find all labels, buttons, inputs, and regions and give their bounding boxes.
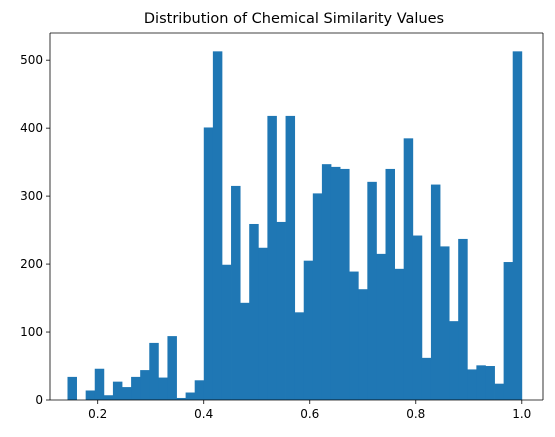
histogram-bar [394, 268, 405, 400]
x-tick-label: 1.0 [512, 407, 531, 421]
y-tick-label: 200 [20, 257, 43, 271]
histogram-bar [467, 369, 477, 400]
histogram-bar [376, 253, 386, 400]
histogram-bar [267, 115, 277, 400]
histogram-bar [231, 185, 241, 400]
histogram-bar [449, 321, 459, 400]
histogram-bar [303, 260, 314, 400]
histogram-bar [312, 193, 323, 400]
ticks-layer: 0.2 0.4 0.6 0.8 1.0 0 100 200 300 400 500 [20, 53, 531, 421]
histogram-bar [294, 312, 305, 400]
y-tick-label: 500 [20, 53, 43, 67]
histogram-bar [140, 370, 150, 400]
x-tick-label: 0.8 [406, 407, 425, 421]
histogram-bar [458, 238, 468, 400]
histogram-bar [421, 357, 432, 400]
x-tick-label: 0.2 [88, 407, 107, 421]
histogram-bar [503, 262, 514, 400]
histogram-bar [85, 390, 96, 400]
histogram-bar [221, 264, 232, 400]
histogram-bar [412, 235, 423, 400]
histogram-bar [212, 51, 223, 400]
histogram-bar [167, 336, 177, 400]
histogram-bar [430, 184, 441, 400]
histogram-bar [112, 381, 123, 400]
histogram-bar [358, 289, 368, 400]
histogram-bar [330, 166, 341, 400]
y-tick-label: 400 [20, 121, 43, 135]
axes-layer [49, 32, 544, 401]
histogram-bar [67, 376, 77, 400]
histogram-bar [340, 168, 350, 400]
histogram-bar [94, 368, 105, 400]
x-tick-label: 0.6 [300, 407, 319, 421]
histogram-bar [249, 223, 259, 400]
histogram-bar [285, 115, 296, 400]
histogram-bar [494, 383, 505, 400]
histogram-bar [176, 397, 187, 400]
histogram-bar [476, 365, 486, 400]
y-tick-label: 0 [35, 393, 43, 407]
histogram-bar [185, 392, 196, 400]
x-tick-label: 0.4 [194, 407, 213, 421]
y-tick-label: 300 [20, 189, 43, 203]
histogram-bar [194, 380, 205, 400]
histogram-bar [512, 51, 523, 400]
histogram-bar [149, 342, 159, 400]
histogram-bar [321, 164, 332, 400]
histogram-bar [122, 387, 132, 400]
y-tick-label: 100 [20, 325, 43, 339]
histogram-bar [103, 395, 114, 400]
histogram-bar [240, 302, 250, 400]
histogram-bar [131, 376, 141, 400]
histogram-bar [440, 246, 450, 400]
histogram-bar [403, 138, 414, 400]
histogram-bar [203, 127, 214, 400]
histogram-bar [349, 271, 359, 400]
histogram-bar [158, 377, 168, 400]
histogram-bar [258, 247, 268, 400]
histogram-bar [485, 366, 495, 400]
histogram-bar [367, 181, 377, 400]
histogram-bar [385, 168, 395, 400]
bars-layer [67, 51, 523, 400]
chart-title: Distribution of Chemical Similarity Valu… [144, 11, 444, 27]
histogram-bar [276, 221, 286, 400]
